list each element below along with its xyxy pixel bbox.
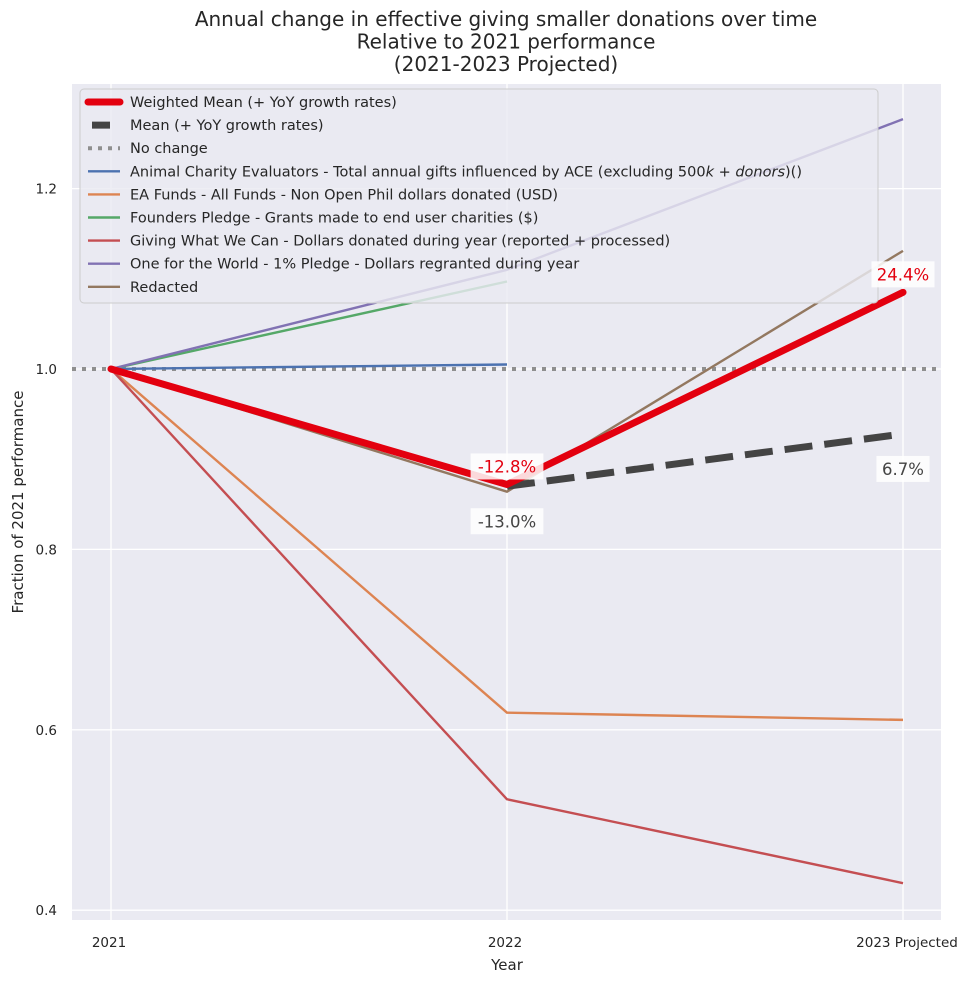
annotation-box (871, 261, 935, 288)
legend-label-ea-funds-all-funds-non-open-phil-dollars: EA Funds - All Funds - Non Open Phil dol… (130, 187, 558, 203)
y-tick-label: 0.4 (36, 903, 57, 919)
x-tick-label: 2022 (488, 935, 522, 951)
legend-box (79, 88, 879, 304)
x-axis-label: Year (490, 956, 524, 974)
series-line-ea-funds-all-funds-non-open-phil-dollars (110, 368, 904, 722)
annotation-label: 24.4% (877, 265, 929, 284)
series-line-animal-charity-evaluators-total-annual-g (110, 363, 508, 371)
chart-titles: Annual change in effective giving smalle… (195, 7, 817, 76)
axis-ticks: 0.4 0.6 0.8 1.0 1.2 2021 2022 2023 Projected Yea… (9, 182, 958, 974)
y-tick-label: 1.2 (36, 182, 57, 198)
annotation-box (470, 508, 544, 535)
series-line-giving-what-we-can-dollars-donated-durin (110, 368, 904, 885)
y-tick-label: 0.8 (36, 542, 57, 558)
legend-label-founders-pledge-grants-made-to-end-user-: Founders Pledge - Grants made to end use… (130, 211, 538, 227)
legend-label-redacted: Redacted (130, 280, 198, 296)
annotation-label: 6.7% (882, 460, 924, 479)
legend-label-giving-what-we-can-dollars-donated-durin: Giving What We Can - Dollars donated dur… (130, 234, 670, 250)
grid-lines (72, 84, 941, 920)
y-axis-label: Fraction of 2021 performance (9, 391, 27, 614)
legend-label-mean-yoy-growth-rates: Mean (+ YoY growth rates) (130, 118, 324, 134)
chart-title-line: Relative to 2021 performance (357, 30, 656, 54)
annotation-box (470, 453, 544, 480)
mean-line (506, 430, 904, 490)
chart-title-line: Annual change in effective giving smalle… (195, 7, 817, 31)
chart-title-line: (2021-2023 Projected) (394, 52, 618, 76)
x-tick-label: 2023 Projected (856, 935, 958, 951)
annotations: -12.8% 24.4% -13.0% 6.7% (470, 261, 935, 535)
annotation-label: -13.0% (478, 512, 536, 531)
x-tick-label: 2021 (92, 935, 126, 951)
legend: Weighted Mean (+ YoY growth rates) Mean (… (79, 88, 879, 304)
weighted-mean-line (107, 288, 907, 488)
y-tick-label: 0.6 (36, 723, 57, 739)
legend-label-one-for-the-world-1-pledge-dollars-regra: One for the World - 1% Pledge - Dollars … (130, 257, 579, 273)
y-tick-label: 1.0 (36, 362, 57, 378)
annotation-box (876, 455, 930, 482)
legend-label-weighted-mean-yoy-growth-rates: Weighted Mean (+ YoY growth rates) (130, 95, 397, 111)
annotation-label: -12.8% (478, 457, 536, 476)
legend-label-animal-charity-evaluators-total-annual-g: Animal Charity Evaluators - Total annual… (130, 164, 802, 180)
legend-label-no-change: No change (130, 141, 208, 157)
